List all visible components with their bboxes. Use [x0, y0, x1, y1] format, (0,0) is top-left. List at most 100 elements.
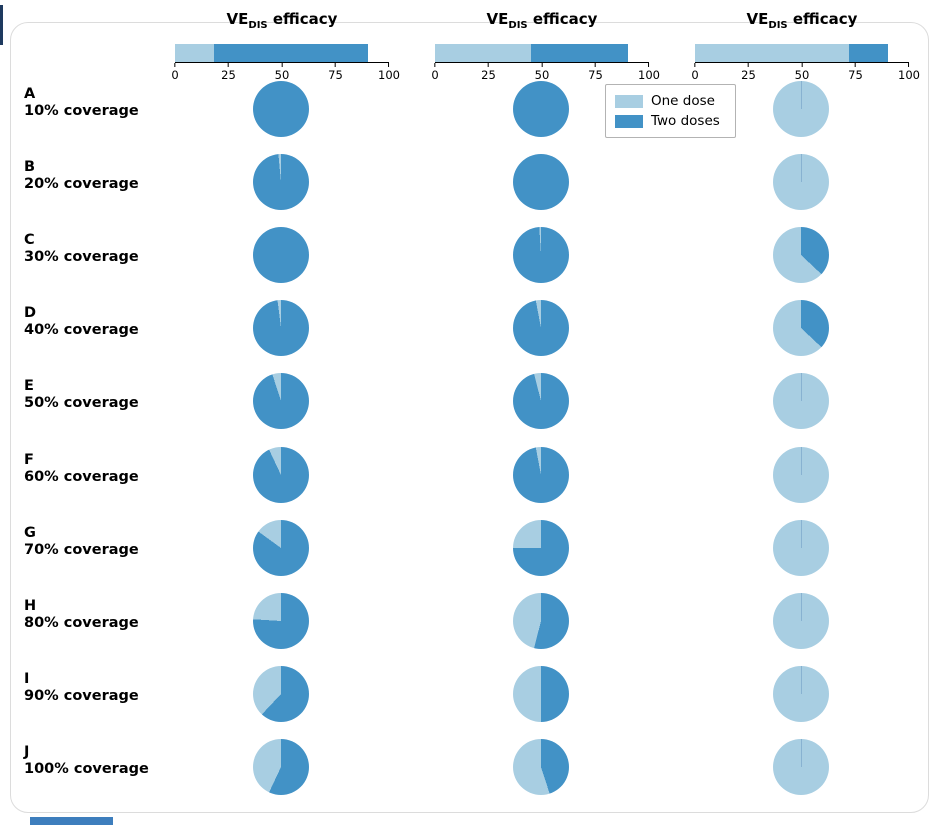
tick-mark	[648, 63, 650, 67]
tick-label: 75	[328, 68, 343, 82]
tick-mark	[281, 63, 283, 67]
scenario-2-header: VEDIS efficacy 0 25 50 75 100	[431, 8, 660, 88]
scenario-3-header: VEDIS efficacy 0 25 50 75 100	[691, 8, 920, 88]
ve-subscript: DIS	[768, 20, 788, 31]
tick-label: 100	[378, 68, 400, 82]
row-label: D 40% coverage	[24, 305, 139, 339]
tick-mark	[541, 63, 543, 67]
pie-chart-scenario-2	[513, 154, 569, 211]
pie-chart-scenario-2	[513, 300, 569, 357]
axis-tick: 25	[481, 63, 496, 82]
pie-wedge-edge	[801, 154, 802, 183]
ve-label: VE	[746, 10, 769, 28]
tick-label: 75	[848, 68, 863, 82]
legend-item-one-dose: One dose	[615, 91, 726, 111]
tick-mark	[334, 63, 336, 67]
tick-mark	[174, 63, 176, 67]
row-coverage-label: 20% coverage	[24, 176, 139, 193]
x-axis-ticks: 0 25 50 75 100	[171, 63, 400, 87]
tick-label: 0	[691, 68, 699, 82]
two-doses-bar-segment	[213, 44, 368, 62]
pie-chart-scenario-2	[513, 592, 569, 649]
one-dose-swatch-icon	[615, 94, 643, 108]
row-label: E 50% coverage	[24, 378, 139, 412]
pie-chart-scenario-3	[773, 227, 829, 284]
row-coverage-label: 70% coverage	[24, 541, 139, 558]
tick-label: 75	[588, 68, 603, 82]
row-coverage-label: 90% coverage	[24, 687, 139, 704]
row-coverage-label: 40% coverage	[24, 322, 139, 339]
coverage-row: E 50% coverage	[0, 373, 938, 446]
pie-chart-scenario-2	[513, 446, 569, 503]
efficacy-label: efficacy	[787, 10, 858, 28]
ve-scale-bar	[695, 44, 909, 62]
row-label: C 30% coverage	[24, 232, 139, 266]
row-letter: A	[24, 86, 36, 102]
coverage-row: C 30% coverage	[0, 227, 938, 300]
page-edge-artifact-top	[0, 5, 3, 45]
tick-label: 50	[274, 68, 290, 82]
axis-tick: 100	[638, 63, 660, 82]
pie-chart-scenario-3	[773, 154, 829, 211]
pie-chart-scenario-3	[773, 446, 829, 503]
pie-wedge-edge	[801, 373, 802, 402]
row-label: B 20% coverage	[24, 159, 139, 193]
column-title: VEDIS efficacy	[695, 10, 909, 31]
tick-label: 0	[431, 68, 439, 82]
pie-chart-scenario-1	[253, 592, 309, 649]
coverage-row: J 100% coverage	[0, 738, 938, 812]
pie-chart-scenario-1	[253, 446, 309, 503]
tick-mark	[694, 63, 696, 67]
row-letter: E	[24, 378, 34, 395]
pie-chart-scenario-3	[773, 519, 829, 576]
row-coverage-label: 30% coverage	[24, 249, 139, 266]
row-letter: F	[24, 451, 34, 468]
row-letter: D	[24, 305, 37, 322]
pie-chart-scenario-1	[253, 81, 309, 137]
pie-chart-scenario-2	[513, 373, 569, 430]
axis-tick: 50	[795, 63, 809, 82]
tick-mark	[594, 63, 596, 67]
two-doses-swatch-icon	[615, 114, 643, 128]
tick-label: 100	[898, 68, 920, 82]
ve-scale-bar	[175, 44, 389, 62]
legend: One dose Two doses	[605, 84, 736, 138]
tick-mark	[747, 63, 749, 67]
pie-wedge-edge	[801, 665, 802, 694]
row-letter: C	[24, 232, 35, 249]
pie-chart-scenario-2	[513, 227, 569, 284]
axis-tick: 0	[431, 63, 439, 82]
pie-chart-scenario-2	[513, 81, 569, 137]
ve-subscript: DIS	[508, 20, 528, 31]
row-letter: G	[24, 524, 36, 541]
pie-chart-scenario-1	[253, 373, 309, 430]
tick-label: 25	[481, 68, 496, 82]
pie-chart-scenario-1	[253, 154, 309, 211]
axis-tick: 50	[535, 63, 549, 82]
pie-wedge-edge	[801, 81, 802, 109]
tick-mark	[487, 63, 489, 67]
row-label: I 90% coverage	[24, 671, 139, 705]
row-coverage-label: 60% coverage	[24, 468, 139, 485]
row-coverage-label: 50% coverage	[24, 395, 139, 412]
row-coverage-label: 10% coverage	[24, 103, 139, 119]
ve-scale-bar	[435, 44, 649, 62]
efficacy-label: efficacy	[267, 10, 338, 28]
legend-label-one-dose: One dose	[651, 93, 715, 109]
tick-label: 25	[221, 68, 236, 82]
row-letter: B	[24, 159, 36, 176]
one-dose-bar-segment	[175, 44, 214, 62]
efficacy-label: efficacy	[527, 10, 598, 28]
two-doses-bar-segment	[849, 44, 888, 62]
scenario-1-header: VEDIS efficacy 0 25 50 75 100	[171, 8, 400, 88]
axis-tick: 25	[221, 63, 236, 82]
tick-mark	[801, 63, 803, 67]
pie-chart-scenario-3	[773, 738, 829, 795]
tick-mark	[854, 63, 856, 67]
axis-tick: 100	[378, 63, 400, 82]
row-label: H 80% coverage	[24, 598, 139, 632]
pie-wedge-edge	[801, 446, 802, 475]
x-axis-ticks: 0 25 50 75 100	[431, 63, 660, 87]
x-axis	[435, 62, 649, 63]
